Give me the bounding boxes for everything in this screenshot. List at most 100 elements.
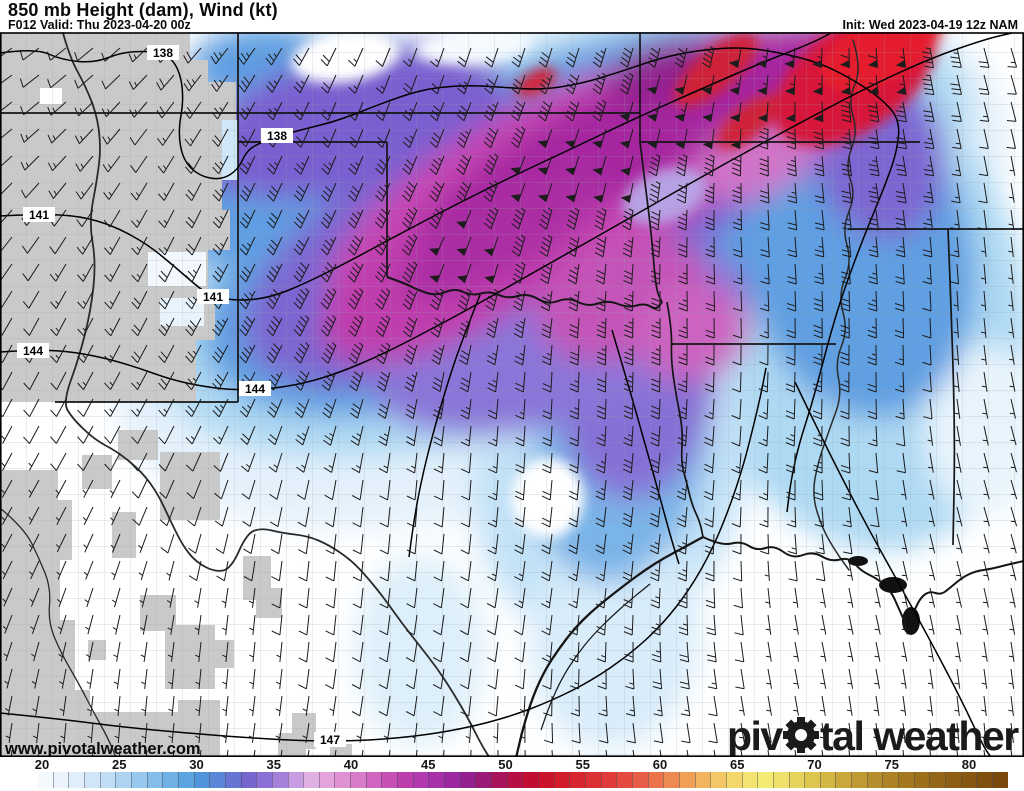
colorbar-tick-label: 50 <box>498 757 513 772</box>
colorbar-cell <box>38 772 53 788</box>
colorbar-cell <box>209 772 225 788</box>
logo-text-post: tal weather <box>820 713 1019 757</box>
watermark-url: www.pivotalweather.com <box>4 740 201 757</box>
colorbar-cell <box>882 772 899 788</box>
colorbar-cell <box>397 772 413 788</box>
colorbar-cell <box>757 772 773 788</box>
colorbar-cell <box>976 772 993 788</box>
colorbar-tick-label: 25 <box>112 757 127 772</box>
colorbar-cell <box>788 772 805 788</box>
river-layer <box>0 32 859 757</box>
contour-label: 138 <box>267 129 287 143</box>
colorbar-cell <box>725 772 742 788</box>
colorbar-cell <box>271 772 288 788</box>
colorbar-cell <box>491 772 507 788</box>
map-frame <box>0 32 1024 757</box>
colorbar-cell <box>177 772 194 788</box>
colorbar-cell <box>83 772 100 788</box>
colorbar-cell <box>428 772 445 788</box>
colorbar-cell <box>381 772 398 788</box>
colorbar-cells <box>38 772 1008 788</box>
colorbar-cell <box>256 772 272 788</box>
valid-time-label: F012 Valid: Thu 2023-04-20 00z <box>8 18 191 32</box>
colorbar-cell <box>506 772 523 788</box>
colorbar-tick-label: 35 <box>266 757 281 772</box>
contour-label: 141 <box>203 290 223 304</box>
colorbar-cell <box>819 772 836 788</box>
colorbar-tick-label: 45 <box>421 757 436 772</box>
colorbar-cell <box>851 772 867 788</box>
colorbar-cell <box>929 772 946 788</box>
colorbar-cell <box>130 772 147 788</box>
colorbar-cell <box>694 772 711 788</box>
colorbar-cell <box>350 772 366 788</box>
colorbar-cell <box>647 772 664 788</box>
county-grid <box>0 32 1024 757</box>
colorbar-cell <box>52 772 69 788</box>
colorbar-cell <box>193 772 210 788</box>
page-title: 850 mb Height (dam), Wind (kt) <box>8 0 278 20</box>
brand-logo: piv tal weather <box>727 713 1021 757</box>
colorbar-cell <box>412 772 429 788</box>
colorbar-cell <box>334 772 351 788</box>
contour-label: 144 <box>23 344 43 358</box>
colorbar-tick-label: 20 <box>34 757 50 772</box>
colorbar-cell <box>992 772 1008 788</box>
gear-icon <box>783 717 819 753</box>
colorbar-cell <box>804 772 820 788</box>
colorbar-tick-label: 55 <box>575 757 590 772</box>
colorbar-cell <box>162 772 178 788</box>
watermark: www.pivotalweather.com <box>4 740 201 757</box>
colorbar-cell <box>240 772 257 788</box>
init-time-label: Init: Wed 2023-04-19 12z NAM <box>842 18 1018 32</box>
colorbar-cell <box>600 772 617 788</box>
colorbar-tick-label: 70 <box>807 757 822 772</box>
colorbar-cell <box>960 772 977 788</box>
colorbar-cell <box>631 772 648 788</box>
colorbar-tick-label: 65 <box>730 757 745 772</box>
colorbar-cell <box>678 772 695 788</box>
colorbar-cell <box>475 772 492 788</box>
colorbar-tick-label: 30 <box>189 757 204 772</box>
colorbar-cell <box>663 772 679 788</box>
colorbar-cell <box>303 772 319 788</box>
colorbar-cell <box>318 772 335 788</box>
colorbar-cell <box>866 772 883 788</box>
colorbar-cell <box>898 772 914 788</box>
colorbar-tick-label: 75 <box>884 757 899 772</box>
colorbar-cell <box>569 772 585 788</box>
wind-speed-colorbar: 20 25 30 35 40 45 50 55 60 65 70 75 80 <box>0 757 1024 791</box>
colorbar-cell <box>913 772 930 788</box>
colorbar-cell <box>146 772 163 788</box>
colorbar-cell <box>365 772 382 788</box>
colorbar-cell <box>835 772 852 788</box>
wind-barb-layer <box>0 45 1018 757</box>
colorbar-cell <box>616 772 632 788</box>
colorbar-cell <box>459 772 476 788</box>
colorbar-cell <box>99 772 116 788</box>
contour-label: 138 <box>153 46 173 60</box>
colorbar-tick-label: 40 <box>343 757 359 772</box>
colorbar-cell <box>224 772 241 788</box>
map-header: 850 mb Height (dam), Wind (kt) F012 Vali… <box>0 0 1024 32</box>
contour-label-layer: 138 138 141 141 144 144 147 <box>17 45 346 747</box>
colorbar-cell <box>444 772 460 788</box>
colorbar-cell <box>68 772 84 788</box>
colorbar-tick-label: 60 <box>652 757 668 772</box>
contour-label: 147 <box>320 733 340 747</box>
colorbar-cell <box>945 772 961 788</box>
colorbar-cell <box>538 772 554 788</box>
colorbar-cell <box>772 772 789 788</box>
colorbar-cell <box>287 772 304 788</box>
contour-label: 144 <box>245 382 265 396</box>
colorbar-cell <box>741 772 758 788</box>
contour-label: 141 <box>29 208 49 222</box>
colorbar-cell <box>115 772 131 788</box>
weather-map-canvas: 138 138 141 141 144 144 147 www.pivotalweather.… <box>0 32 1024 757</box>
colorbar-tick-label: 80 <box>961 757 977 772</box>
colorbar-cell <box>584 772 601 788</box>
colorbar-cell <box>553 772 570 788</box>
logo-text-pre: piv <box>727 713 783 757</box>
colorbar-cell <box>710 772 726 788</box>
